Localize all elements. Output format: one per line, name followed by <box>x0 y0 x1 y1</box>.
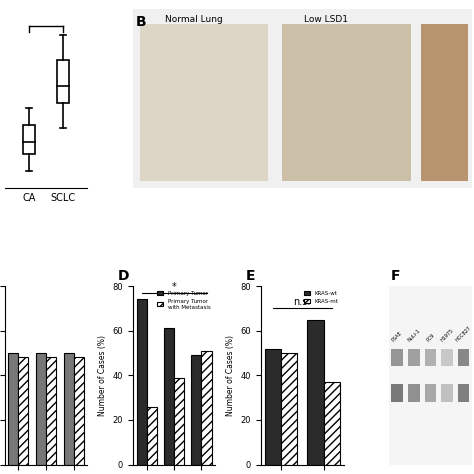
Bar <box>164 328 174 465</box>
Bar <box>74 357 83 465</box>
Bar <box>137 300 147 465</box>
Bar <box>457 384 469 402</box>
Bar <box>324 382 340 465</box>
Legend: Primary Tumor, Primary Tumor
with Metastasis: Primary Tumor, Primary Tumor with Metast… <box>155 289 213 312</box>
Bar <box>140 24 268 181</box>
Y-axis label: Number of Cases (%): Number of Cases (%) <box>226 335 235 416</box>
Bar <box>36 353 46 465</box>
Text: H1975: H1975 <box>439 328 454 343</box>
Text: HCC827: HCC827 <box>455 326 472 343</box>
Text: PC9: PC9 <box>425 333 435 343</box>
Bar <box>57 61 69 103</box>
Bar <box>23 125 35 154</box>
Text: Low LSD1: Low LSD1 <box>304 15 348 24</box>
Text: *: * <box>172 282 176 292</box>
Bar <box>201 351 212 465</box>
Text: n.s.: n.s. <box>293 297 311 307</box>
Bar <box>441 348 453 366</box>
Bar <box>281 353 297 465</box>
Bar <box>441 384 453 402</box>
Text: B: B <box>136 15 147 29</box>
Bar <box>264 348 281 465</box>
Bar <box>425 384 436 402</box>
Bar <box>457 348 469 366</box>
Bar <box>307 319 324 465</box>
Text: E: E <box>246 268 255 283</box>
Bar <box>392 384 403 402</box>
Bar <box>174 377 184 465</box>
Legend: KRAS-wt, KRAS-mt: KRAS-wt, KRAS-mt <box>301 289 341 306</box>
Bar <box>282 24 410 181</box>
Bar <box>18 357 28 465</box>
Text: NuLi-1: NuLi-1 <box>406 328 421 343</box>
Bar <box>46 357 56 465</box>
Bar <box>392 348 403 366</box>
Text: D: D <box>118 268 129 283</box>
Bar <box>425 348 436 366</box>
Bar <box>421 24 468 181</box>
Bar <box>408 384 419 402</box>
Bar <box>147 407 157 465</box>
Bar <box>64 353 74 465</box>
Text: F: F <box>391 268 400 283</box>
Bar <box>408 348 419 366</box>
Bar <box>191 355 201 465</box>
Text: Normal Lung: Normal Lung <box>165 15 223 24</box>
Y-axis label: Number of Cases (%): Number of Cases (%) <box>98 335 107 416</box>
Text: PSAE: PSAE <box>391 331 403 343</box>
Bar <box>9 353 18 465</box>
